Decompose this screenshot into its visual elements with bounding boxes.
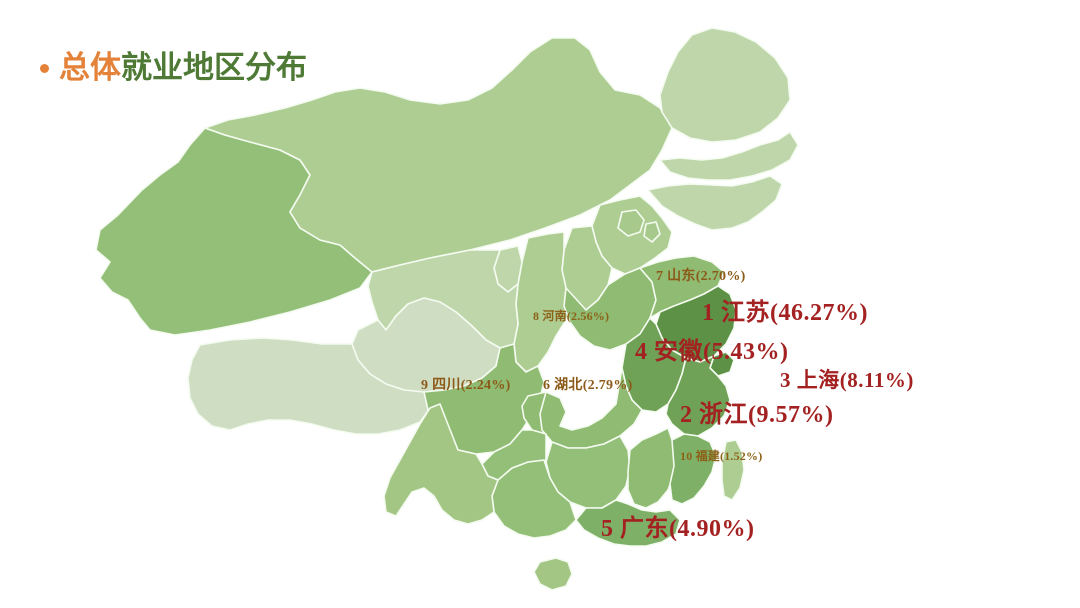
page-title-highlight: 总体 [59,50,121,85]
region-yunnan [383,403,499,525]
region-hainan [533,557,573,591]
region-fujian [669,433,717,505]
page-title: 总体 就业地区分布 [40,52,307,83]
region-beijing [617,209,645,237]
region-taiwan [721,439,745,501]
region-heilongjiang [659,27,791,143]
region-tianjin [643,221,661,243]
map-label-anhui: 4 安徽(5.43%) [635,339,789,365]
map-label-fujian: 10 福建(1.52%) [680,449,763,463]
map-label-zhejiang: 2 浙江(9.57%) [680,402,834,428]
region-tibet [187,337,431,435]
region-inner-mongolia [204,37,673,273]
map-label-jiangsu: 1 江苏(46.27%) [702,300,868,326]
map-label-henan: 8 河南(2.56%) [533,309,610,323]
region-jiangxi [627,427,677,509]
map-label-shandong: 7 山东(2.70%) [656,269,746,284]
region-liaoning [647,175,783,231]
region-zhejiang [665,355,731,437]
page-title-rest: 就业地区分布 [121,50,307,85]
bullet-icon [40,64,49,73]
region-jilin [659,131,799,181]
map-label-sichuan: 9 四川(2.24%) [421,378,511,393]
map-label-shanghai: 3 上海(8.11%) [780,368,914,392]
map-label-guangdong: 5 广东(4.90%) [601,516,755,542]
map-label-hubei: 6 湖北(2.79%) [543,378,633,393]
region-guangdong [575,499,681,547]
